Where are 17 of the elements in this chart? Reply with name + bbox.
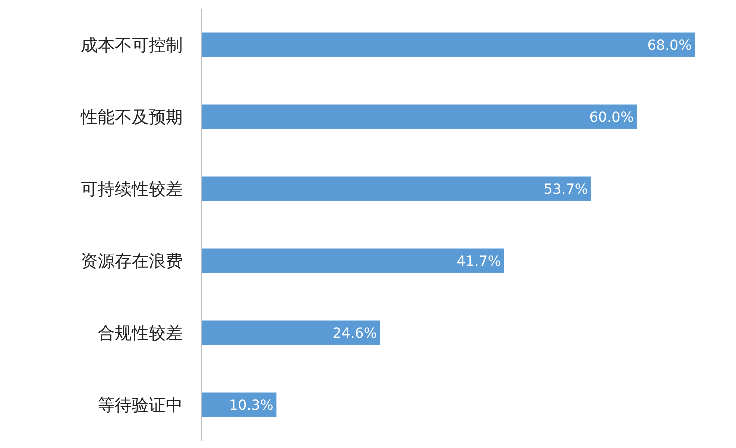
data-label: 68.0% <box>648 38 692 54</box>
y-tick-label: 性能不及预期 <box>80 108 183 128</box>
data-label: 60.0% <box>590 110 634 126</box>
y-tick-label: 合规性较差 <box>98 324 183 344</box>
y-tick-label: 可持续性较差 <box>81 180 183 200</box>
data-label: 10.3% <box>229 398 274 414</box>
bar <box>202 104 637 130</box>
bar <box>202 320 380 346</box>
data-label: 24.6% <box>332 326 378 342</box>
data-label: 53.7% <box>544 182 588 198</box>
y-tick-label: 资源存在浪费 <box>81 252 183 272</box>
y-tick-label: 成本不可控制 <box>81 36 183 56</box>
bar <box>202 248 504 274</box>
bar <box>202 32 695 58</box>
bar <box>202 176 592 202</box>
data-label: 41.7% <box>456 254 502 270</box>
y-tick-label: 等待验证中 <box>98 396 183 416</box>
